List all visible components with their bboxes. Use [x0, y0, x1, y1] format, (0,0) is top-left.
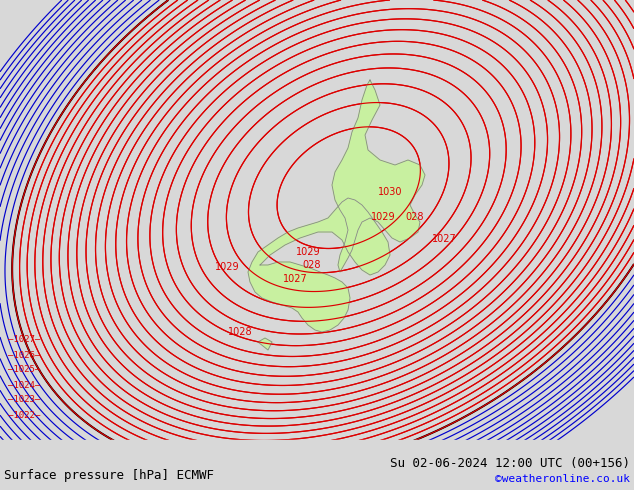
Text: 1030: 1030 [378, 187, 402, 197]
Text: 1027: 1027 [432, 234, 456, 244]
Text: —1022—: —1022— [8, 411, 40, 419]
Text: —1027—: —1027— [8, 336, 40, 344]
Text: 028: 028 [303, 260, 321, 270]
Text: —1024—: —1024— [8, 381, 40, 390]
Text: 1027: 1027 [283, 274, 307, 284]
Text: Su 02-06-2024 12:00 UTC (00+156): Su 02-06-2024 12:00 UTC (00+156) [390, 457, 630, 470]
Bar [0, 440, 634, 490]
Text: 028: 028 [405, 212, 424, 222]
Text: 1028: 1028 [228, 327, 252, 337]
Polygon shape [248, 198, 390, 332]
Text: —1025—: —1025— [8, 366, 40, 374]
Text: —1026—: —1026— [8, 350, 40, 360]
Polygon shape [332, 80, 425, 272]
Polygon shape [258, 338, 272, 350]
Text: 1029: 1029 [215, 262, 240, 272]
Text: ©weatheronline.co.uk: ©weatheronline.co.uk [495, 474, 630, 484]
Text: 1029: 1029 [372, 212, 396, 222]
Text: 1029: 1029 [295, 247, 320, 257]
Text: Surface pressure [hPa] ECMWF: Surface pressure [hPa] ECMWF [4, 469, 214, 482]
Text: —1023—: —1023— [8, 395, 40, 405]
